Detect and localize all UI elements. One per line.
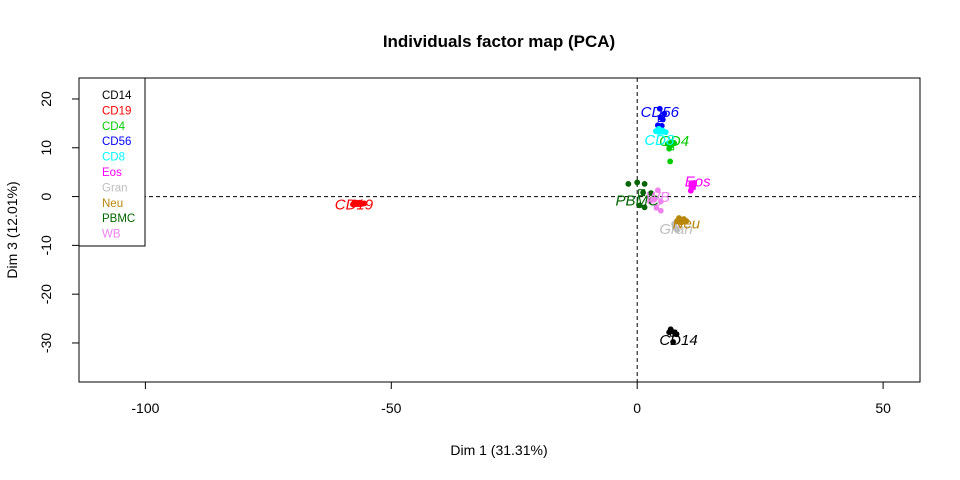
data-point bbox=[655, 125, 662, 132]
data-point bbox=[634, 179, 641, 186]
data-point bbox=[641, 180, 648, 187]
y-tick-label: 10 bbox=[38, 140, 54, 156]
y-tick-label: -30 bbox=[38, 333, 54, 353]
data-point bbox=[651, 196, 658, 203]
legend-box bbox=[78, 77, 146, 247]
centroid-marker bbox=[656, 127, 664, 135]
centroid-marker bbox=[667, 143, 675, 151]
legend-item-cd8: CD8 bbox=[102, 152, 125, 164]
group-label-gran: Gran bbox=[659, 221, 692, 238]
group-label-cd19: CD19 bbox=[335, 197, 374, 214]
data-point bbox=[636, 202, 643, 209]
series-pbmc bbox=[625, 179, 654, 211]
y-axis-label: Dim 3 (12.01%) bbox=[4, 181, 20, 278]
group-label-pbmc: PBMC bbox=[616, 193, 660, 210]
series-cd4 bbox=[664, 139, 677, 165]
data-point bbox=[654, 187, 661, 194]
data-point bbox=[671, 223, 678, 230]
group-label-cd8: CD8 bbox=[644, 132, 675, 149]
legend-item-wb: WB bbox=[102, 229, 121, 241]
legend-item-cd56: CD56 bbox=[102, 136, 131, 148]
reference-lines bbox=[79, 78, 920, 382]
data-point bbox=[657, 207, 664, 214]
centroid-marker bbox=[670, 329, 678, 337]
group-label-cd14: CD14 bbox=[659, 332, 697, 349]
centroid-marker bbox=[354, 199, 362, 207]
legend-item-cd19: CD19 bbox=[102, 105, 131, 117]
chart-title: Individuals factor map (PCA) bbox=[383, 32, 615, 51]
data-point bbox=[648, 190, 654, 197]
axes: -100 -50 0 50 20 10 0 -10 -20 -30 bbox=[38, 91, 891, 416]
data-point bbox=[653, 204, 660, 211]
plot-frame bbox=[78, 77, 921, 383]
legend: CD14 CD19 CD4 CD56 CD8 Eos Gran Neu PBMC WB bbox=[78, 77, 146, 247]
y-tick-label: 0 bbox=[38, 192, 54, 200]
data-point bbox=[670, 339, 677, 345]
data-point bbox=[647, 198, 653, 205]
centroid-marker bbox=[688, 182, 696, 190]
data-point bbox=[662, 129, 669, 136]
legend-item-gran: Gran bbox=[102, 182, 128, 194]
data-points bbox=[350, 105, 698, 345]
legend-item-eos: Eos bbox=[102, 167, 122, 179]
series-wb bbox=[647, 187, 664, 214]
series-cd19 bbox=[350, 199, 368, 208]
series-cd14 bbox=[666, 326, 680, 345]
data-point bbox=[667, 158, 674, 165]
x-tick-label: -100 bbox=[131, 400, 159, 416]
centroid-marker bbox=[677, 216, 685, 224]
series-cd8 bbox=[652, 125, 669, 136]
series-eos bbox=[687, 180, 698, 194]
centroid-marker bbox=[653, 198, 661, 206]
legend-item-cd14: CD14 bbox=[102, 90, 132, 102]
group-label-wb: WB bbox=[646, 189, 670, 206]
data-point bbox=[641, 204, 648, 211]
x-axis-label: Dim 1 (31.31%) bbox=[450, 442, 547, 458]
legend-item-pbmc: PBMC bbox=[102, 213, 135, 225]
x-tick-label: 0 bbox=[633, 400, 641, 416]
series-neu bbox=[674, 215, 690, 226]
y-tick-label: -20 bbox=[38, 284, 54, 304]
y-tick-label: -10 bbox=[38, 235, 54, 255]
group-label-cd4: CD4 bbox=[659, 133, 689, 150]
group-label-cd56: CD56 bbox=[641, 104, 680, 121]
legend-item-neu: Neu bbox=[102, 198, 123, 210]
x-tick-label: 50 bbox=[875, 400, 891, 416]
legend-item-cd4: CD4 bbox=[102, 121, 126, 133]
data-point bbox=[625, 180, 632, 187]
data-point bbox=[656, 105, 663, 112]
centroid-marker bbox=[638, 189, 646, 197]
y-tick-label: 20 bbox=[38, 91, 54, 107]
data-point bbox=[361, 200, 368, 207]
data-point bbox=[657, 198, 664, 205]
x-tick-label: -50 bbox=[381, 400, 401, 416]
group-label-neu: Neu bbox=[673, 216, 701, 233]
centroid-marker bbox=[657, 115, 665, 123]
group-label-eos: Eos bbox=[685, 174, 711, 191]
